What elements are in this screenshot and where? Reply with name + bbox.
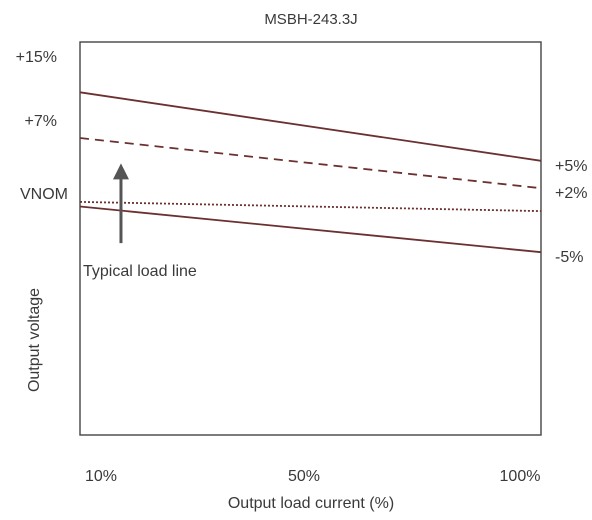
series-end-label-4: -5% <box>555 249 583 266</box>
series-line-1 <box>79 91 542 162</box>
x-tick-label-50: 50% <box>288 468 320 485</box>
y-axis-title: Output voltage <box>26 288 43 392</box>
y-tick-label-plus7: +7% <box>25 113 57 130</box>
series-layer: +5% +2% -5% <box>79 91 587 266</box>
annotation-arrow-head <box>112 163 129 180</box>
series-line-4 <box>79 205 542 254</box>
series-line-3 <box>79 201 542 212</box>
chart-title: MSBH-243.3J <box>264 11 357 28</box>
series-line-2 <box>79 137 542 190</box>
plot-frame <box>79 41 542 436</box>
series-end-label-2: +2% <box>555 185 587 202</box>
y-tick-label-vnom: VNOM <box>20 186 68 203</box>
x-tick-label-10: 10% <box>85 468 117 485</box>
annotation-layer: Typical load line <box>83 163 197 280</box>
annotation-label: Typical load line <box>83 263 197 280</box>
series-end-label-1: +5% <box>555 158 587 175</box>
y-tick-label-plus15: +15% <box>16 49 57 66</box>
x-axis-title: Output load current (%) <box>228 495 394 512</box>
x-tick-label-100: 100% <box>500 468 541 485</box>
